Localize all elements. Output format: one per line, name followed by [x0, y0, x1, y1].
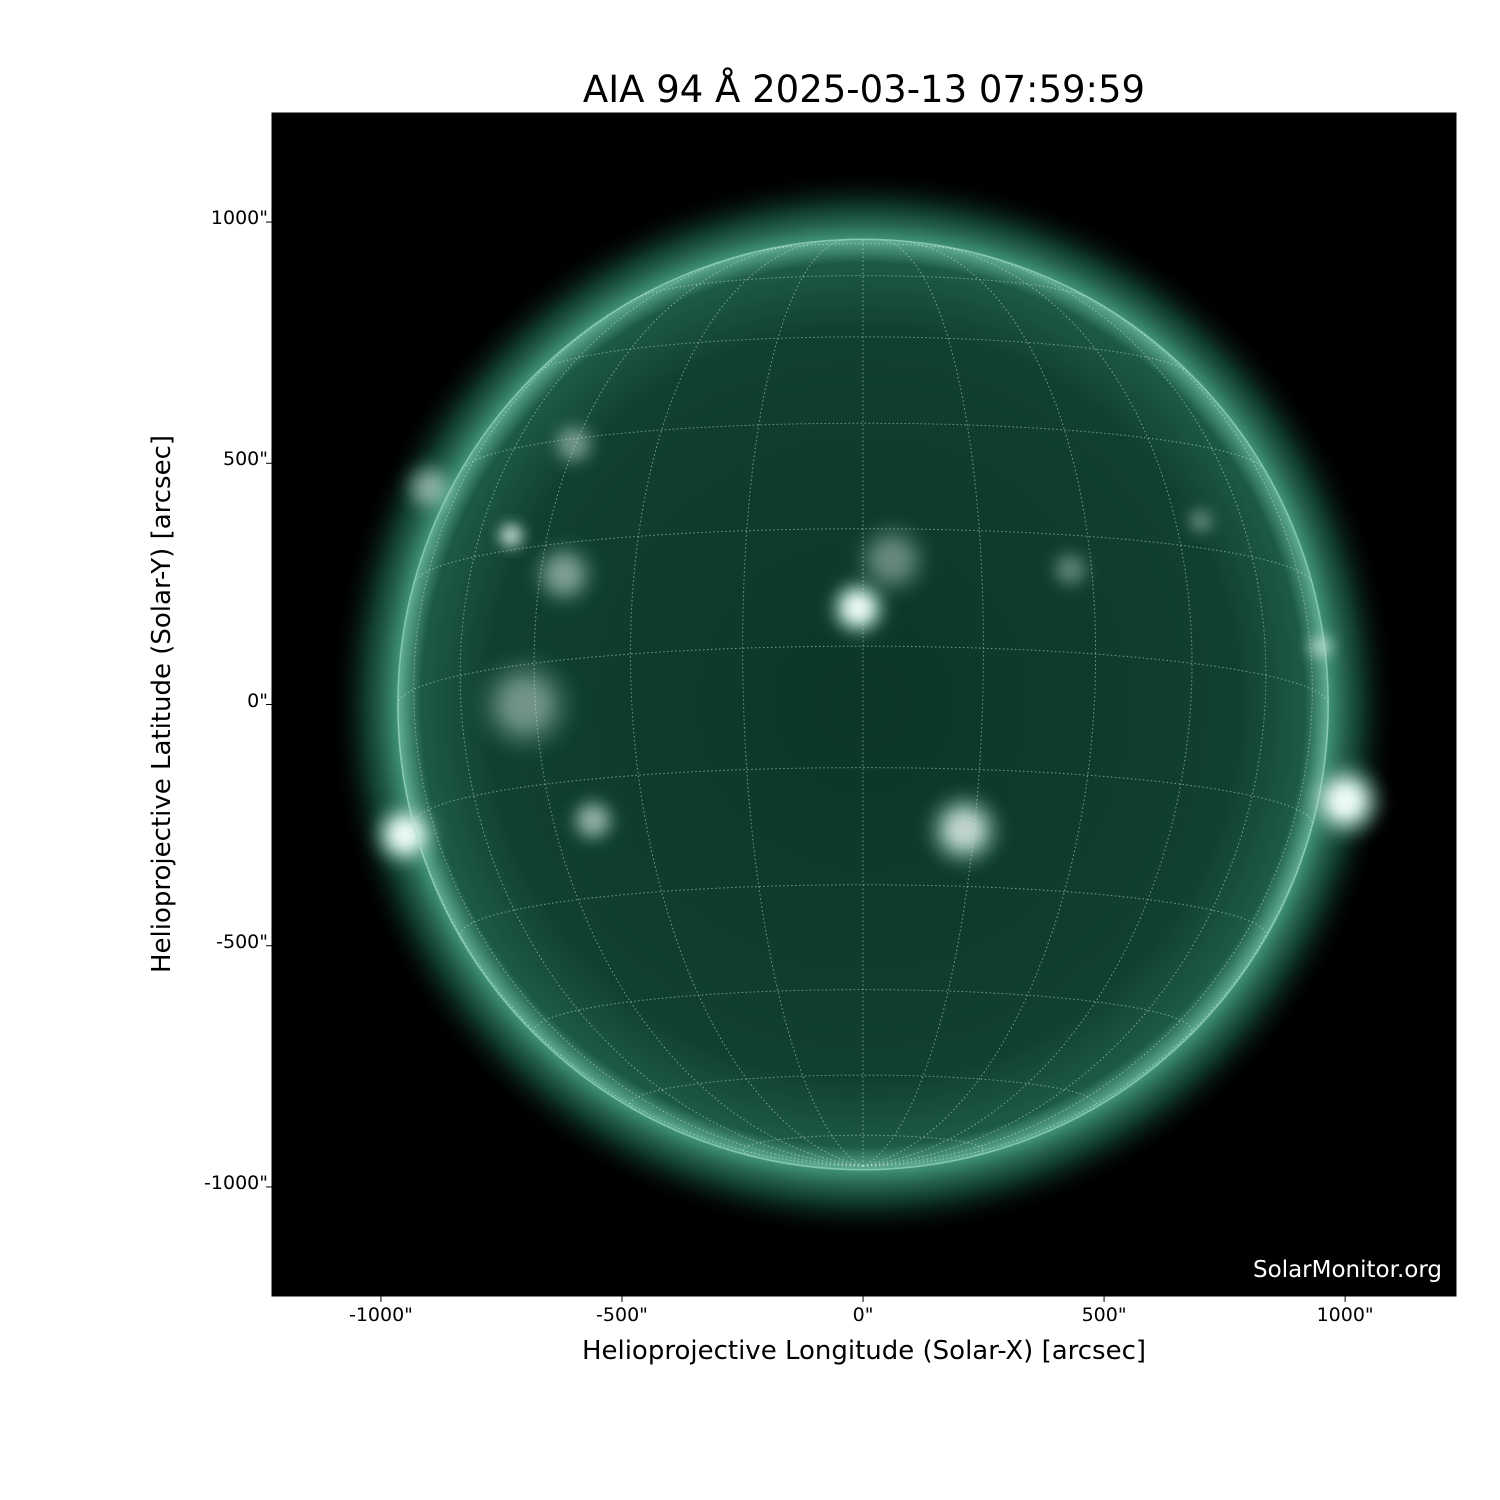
- latitude-gridline: [413, 767, 1313, 825]
- latitude-gridline: [742, 1134, 984, 1158]
- x-tick-label: 500": [1081, 1304, 1127, 1326]
- latitude-gridline: [533, 989, 1193, 1036]
- y-tick-label: 500": [222, 448, 268, 471]
- latitude-gridline: [536, 336, 1190, 373]
- y-tick-label: 0": [247, 689, 268, 712]
- latitude-gridline: [758, 243, 968, 252]
- plot-title: AIA 94 Å 2025-03-13 07:59:59: [582, 68, 1146, 111]
- active-region: [397, 456, 461, 519]
- y-axis-label: Helioprojective Latitude (Solar-Y) [arcs…: [147, 434, 177, 974]
- longitude-gridline: [413, 289, 864, 1167]
- y-tick-label: -1000": [204, 1171, 268, 1194]
- latitude-gridline: [637, 275, 1089, 299]
- longitude-gridline: [742, 239, 864, 1167]
- active-region: [526, 536, 602, 612]
- active-region: [1045, 544, 1096, 595]
- watermark: SolarMonitor.org: [1253, 1257, 1442, 1283]
- active-region: [1181, 502, 1220, 540]
- latitude-gridline: [413, 528, 1313, 584]
- longitude-gridline: [862, 239, 984, 1167]
- longitude-gridline: [862, 704, 1329, 1167]
- y-tick-label: -500": [216, 930, 268, 953]
- solar-image: [328, 169, 1399, 1240]
- active-region: [920, 786, 1009, 874]
- active-region: [848, 515, 936, 604]
- x-tick-label: 0": [852, 1304, 874, 1326]
- active-region: [1301, 757, 1389, 845]
- x-axis-label: Helioprojective Longitude (Solar-X) [arc…: [581, 1336, 1147, 1366]
- y-tick-label: 1000": [210, 207, 268, 230]
- latitude-gridline: [459, 884, 1267, 940]
- latitude-gridline: [397, 645, 1329, 705]
- x-tick-label: -1000": [348, 1304, 413, 1326]
- solar-limb: [397, 238, 1329, 1171]
- active-region: [1302, 627, 1340, 666]
- active-region: [492, 516, 530, 555]
- active-region: [545, 415, 602, 473]
- latitude-gridline: [629, 1074, 1097, 1111]
- x-tick-label: -500": [596, 1304, 648, 1326]
- x-tick-label: 1000": [1316, 1304, 1374, 1326]
- active-region: [469, 648, 582, 761]
- longitude-gridline: [533, 244, 864, 1167]
- active-region: [564, 792, 622, 849]
- active-region: [367, 797, 443, 873]
- longitude-gridline: [862, 289, 1313, 1167]
